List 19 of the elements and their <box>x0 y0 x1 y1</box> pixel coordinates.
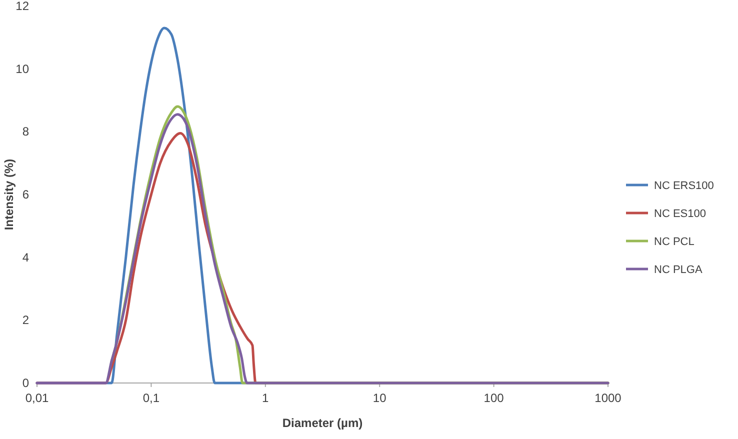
x-tick-label: 1000 <box>594 391 622 405</box>
y-tick-label: 2 <box>22 313 30 328</box>
legend-label: NC PCL <box>654 236 694 248</box>
legend-label: NC ES100 <box>654 208 706 220</box>
x-tick-label: 10 <box>372 391 387 405</box>
y-axis-title: Intensity (%) <box>2 158 16 230</box>
x-tick-label: 100 <box>484 391 504 405</box>
y-tick-label: 0 <box>22 376 30 390</box>
y-tick-label: 12 <box>16 0 30 13</box>
x-tick-label: 0,01 <box>25 391 49 405</box>
y-tick-label: 10 <box>16 62 30 76</box>
x-tick-label: 1 <box>262 391 270 405</box>
legend-label: NC PLGA <box>654 264 703 276</box>
y-tick-label: 6 <box>22 188 30 202</box>
y-tick-label: 4 <box>22 250 30 264</box>
x-axis-title: Diameter (µm) <box>282 416 363 430</box>
x-tick-label: 0,1 <box>142 391 160 405</box>
y-tick-label: 8 <box>22 124 30 139</box>
legend-label: NC ERS100 <box>654 180 714 192</box>
